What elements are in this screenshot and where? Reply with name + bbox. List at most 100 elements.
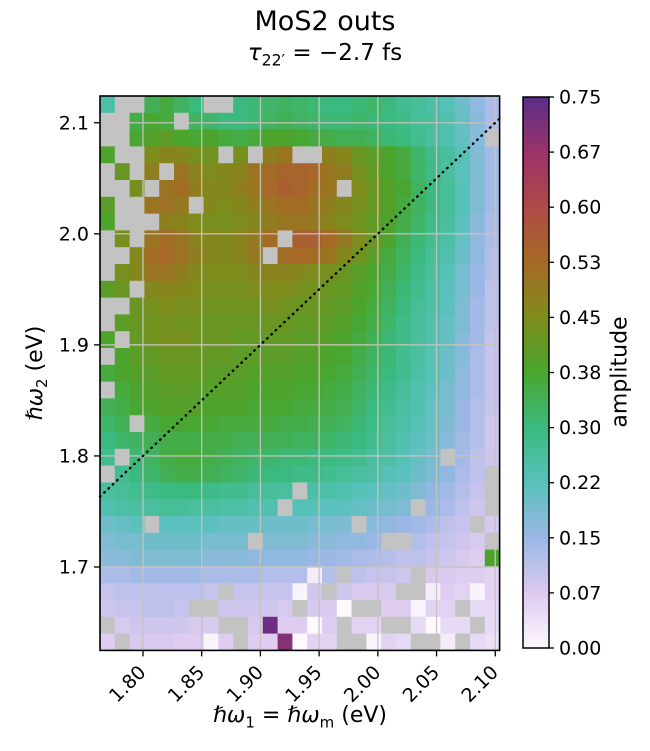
heatmap-cell xyxy=(336,381,353,399)
heatmap-cell xyxy=(248,616,264,635)
heatmap-cell xyxy=(455,280,471,299)
heatmap-cell xyxy=(396,129,412,147)
heatmap-cell xyxy=(129,196,145,215)
heatmap-cell xyxy=(410,448,427,467)
heatmap-cell xyxy=(366,264,382,282)
heatmap-cell xyxy=(381,415,397,433)
heatmap-cell xyxy=(381,196,397,215)
heatmap-cell xyxy=(144,129,160,147)
heatmap-cell xyxy=(129,163,145,181)
heatmap-cell xyxy=(203,616,219,635)
heatmap-cell xyxy=(174,583,190,601)
heatmap-cell xyxy=(159,532,175,551)
heatmap-cell xyxy=(292,96,308,114)
heatmap-cell xyxy=(144,331,160,349)
heatmap-cell xyxy=(129,96,145,114)
heatmap-cell xyxy=(366,448,382,467)
heatmap-cell xyxy=(351,583,367,601)
heatmap-cell xyxy=(129,566,145,584)
heatmap-cell xyxy=(292,432,308,450)
heatmap-cell xyxy=(292,364,308,383)
heatmap-cell xyxy=(203,398,219,416)
heatmap-cell xyxy=(203,96,219,114)
heatmap-cell xyxy=(351,364,367,383)
heatmap-cell xyxy=(174,415,190,433)
heatmap-cell xyxy=(470,633,486,651)
heatmap-cell xyxy=(307,230,323,248)
heatmap-cell xyxy=(100,482,116,500)
heatmap-cell xyxy=(366,196,382,215)
heatmap-cell xyxy=(440,499,456,517)
heatmap-cell xyxy=(277,499,293,517)
heatmap-cell xyxy=(159,549,175,567)
heatmap-cell xyxy=(455,96,471,114)
heatmap-cell xyxy=(396,549,412,567)
heatmap-cell xyxy=(277,448,293,467)
heatmap-cell xyxy=(174,499,190,517)
heatmap-cell xyxy=(381,180,397,198)
heatmap-cell xyxy=(440,532,456,551)
heatmap-cell xyxy=(455,129,471,147)
heatmap-cell xyxy=(203,314,219,332)
heatmap-cell xyxy=(248,432,264,450)
heatmap-cell xyxy=(174,264,190,282)
heatmap-cell xyxy=(248,364,264,383)
heatmap-cell xyxy=(144,180,160,198)
heatmap-cell xyxy=(425,432,441,450)
heatmap-cell xyxy=(144,264,160,282)
heatmap-cell xyxy=(381,331,397,349)
heatmap-cell xyxy=(203,583,219,601)
heatmap-cell xyxy=(203,297,219,315)
heatmap-cell xyxy=(410,180,427,198)
heatmap-cell xyxy=(396,448,412,467)
heatmap-cell xyxy=(218,583,234,601)
heatmap-cell xyxy=(277,600,293,618)
heatmap-cell xyxy=(218,280,234,299)
heatmap-cell xyxy=(484,331,501,349)
heatmap-cell xyxy=(366,280,382,299)
heatmap-cell xyxy=(396,146,412,164)
heatmap-cell xyxy=(248,331,264,349)
heatmap-cell xyxy=(440,364,456,383)
heatmap-cell xyxy=(292,146,308,164)
heatmap-cell xyxy=(440,129,456,147)
heatmap-cell xyxy=(292,264,308,282)
heatmap-cell xyxy=(188,549,205,567)
heatmap-cell xyxy=(100,112,116,131)
heatmap-cell xyxy=(203,516,219,534)
heatmap-cell xyxy=(484,280,501,299)
heatmap-cell xyxy=(396,230,412,248)
heatmap-cell xyxy=(292,499,308,517)
heatmap-cell xyxy=(262,364,279,383)
heatmap-cell xyxy=(381,112,397,131)
heatmap-cell xyxy=(248,415,264,433)
heatmap-cell xyxy=(455,398,471,416)
heatmap-cell xyxy=(410,213,427,231)
heatmap-cell xyxy=(262,549,279,567)
heatmap-cell xyxy=(351,600,367,618)
colorbar-tick-label: 0.00 xyxy=(559,638,601,660)
heatmap-cell xyxy=(381,616,397,635)
heatmap-cell xyxy=(336,465,353,483)
heatmap-cell xyxy=(455,448,471,467)
heatmap-cell xyxy=(159,566,175,584)
heatmap-cell xyxy=(484,465,501,483)
heatmap-cell xyxy=(233,482,249,500)
heatmap-cell xyxy=(470,180,486,198)
heatmap-cell xyxy=(351,196,367,215)
heatmap-cell xyxy=(455,163,471,181)
heatmap-cell xyxy=(174,230,190,248)
heatmap-cell xyxy=(470,415,486,433)
heatmap-cell xyxy=(262,247,279,265)
heatmap-cell xyxy=(440,549,456,567)
heatmap-cell xyxy=(174,146,190,164)
heatmap-cell xyxy=(307,129,323,147)
heatmap-cell xyxy=(336,364,353,383)
heatmap-cell xyxy=(336,398,353,416)
heatmap-cell xyxy=(277,180,293,198)
heatmap-cell xyxy=(174,381,190,399)
heatmap-cell xyxy=(307,112,323,131)
heatmap-cell xyxy=(455,566,471,584)
heatmap-cell xyxy=(307,448,323,467)
heatmap-cell xyxy=(307,415,323,433)
